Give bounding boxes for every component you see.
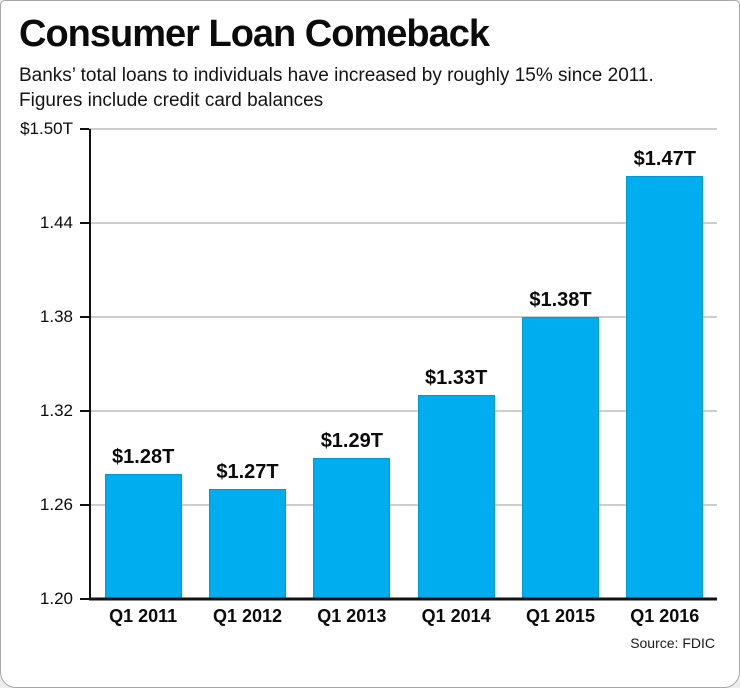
y-tick-mark: [80, 598, 89, 601]
bar: [417, 395, 495, 600]
gridline: [89, 316, 717, 318]
y-tick-label: 1.20: [39, 589, 73, 609]
bar: [208, 489, 287, 600]
y-tick-mark: [80, 504, 89, 507]
x-tick-label: Q1 2014: [421, 606, 491, 627]
y-tick-label: 1.44: [39, 213, 73, 233]
x-tick-label: Q1 2016: [630, 606, 700, 627]
bar-value-label: $1.29T: [320, 430, 383, 453]
x-tick-label: Q1 2013: [317, 606, 387, 627]
bar-column: $1.28T: [91, 129, 195, 600]
x-tick-label: Q1 2015: [525, 606, 595, 627]
y-tick-mark: [80, 128, 89, 131]
y-tick-mark: [80, 316, 89, 319]
bar-column: $1.27T: [195, 129, 299, 600]
y-tick-label: 1.38: [39, 307, 73, 327]
gridline: [89, 504, 717, 506]
bar-column: $1.47T: [613, 129, 717, 600]
x-tick-label: Q1 2011: [109, 606, 178, 627]
bar: [104, 473, 182, 600]
y-tick-label: 1.32: [39, 401, 73, 421]
bar-value-label: $1.33T: [425, 367, 488, 390]
chart-subtitle: Banks’ total loans to individuals have i…: [19, 64, 654, 111]
bar: [521, 317, 600, 600]
y-tick-label: 1.26: [39, 495, 73, 515]
bars-container: $1.28T $1.27T $1.29T $1.33T $1.38T $1.47T: [91, 129, 717, 600]
bar: [313, 458, 391, 600]
bar-column: $1.29T: [300, 129, 404, 600]
bar-value-label: $1.47T: [633, 148, 696, 171]
bar-column: $1.38T: [508, 129, 612, 600]
gridline: [89, 410, 717, 412]
gridline: [89, 222, 717, 224]
x-axis-line: [89, 597, 717, 601]
y-tick-label: $1.50T: [20, 119, 73, 139]
y-tick-mark: [80, 410, 89, 413]
y-axis-line: [89, 129, 91, 600]
chart-title: Consumer Loan Comeback: [19, 13, 490, 55]
bar: [626, 176, 704, 600]
bar-column: $1.33T: [404, 129, 508, 600]
plot-area: $1.50T 1.44 1.38 1.32 1.26 1.20 $1.28T $1.27T $1…: [20, 119, 717, 608]
source-label: Source: FDIC: [630, 635, 715, 652]
bar-value-label: $1.27T: [216, 461, 279, 484]
y-tick-mark: [80, 222, 89, 225]
x-axis-labels: Q1 2011 Q1 2012 Q1 2013 Q1 2014 Q1 2015 Q1 20…: [91, 606, 717, 627]
x-tick-label: Q1 2012: [212, 606, 283, 627]
bar-value-label: $1.28T: [112, 445, 175, 468]
bar-value-label: $1.38T: [529, 289, 592, 312]
gridline: [89, 128, 717, 130]
